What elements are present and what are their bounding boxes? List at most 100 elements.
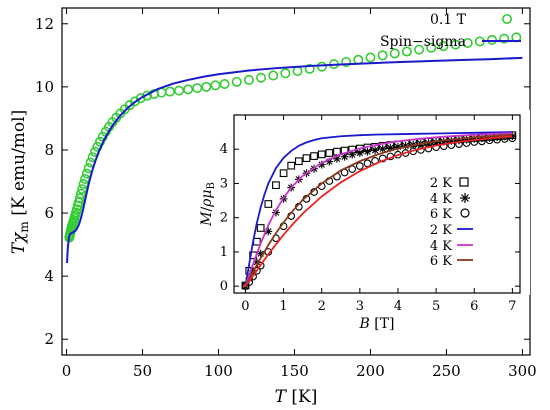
data-point (447, 141, 456, 149)
series-line-5 (243, 133, 513, 288)
data-point (280, 68, 291, 79)
inset-legend-label-4K-data: 4 K (430, 192, 452, 207)
data-point (174, 85, 185, 96)
data-point (365, 52, 376, 63)
x-tick-label: 0 (241, 299, 249, 314)
x-tick-label: 300 (508, 362, 537, 380)
data-point (135, 93, 146, 104)
y-tick-label: 12 (35, 15, 54, 33)
x-tick-label: 1 (279, 299, 287, 314)
x-axis-label: T [K] (275, 387, 318, 407)
data-point (256, 72, 267, 83)
data-point (164, 86, 175, 97)
data-point (340, 152, 349, 161)
x-tick-label: 50 (133, 362, 152, 380)
data-point (325, 149, 334, 157)
legend-marker-0.1T (501, 14, 512, 24)
data-point (426, 42, 437, 53)
data-point (389, 48, 400, 59)
data-point (462, 139, 471, 147)
y-tick-label: 3 (220, 176, 228, 191)
x-tick-label: 150 (280, 362, 309, 380)
inset-plot-area (241, 131, 517, 291)
data-point (499, 33, 510, 44)
data-point (256, 224, 265, 232)
y-tick-label: 4 (44, 267, 54, 285)
inset-legend: 2 K 4 K 6 K 2 K 4 K 6 K (430, 176, 473, 269)
series-line-3 (243, 131, 513, 288)
series-line-6 (243, 135, 513, 288)
data-point (348, 150, 357, 159)
data-point (201, 81, 212, 92)
data-point (377, 50, 388, 61)
y-axis-label: Tχm [K emu/mol] (9, 110, 31, 254)
y-tick-label: 8 (44, 141, 54, 159)
series-line-4 (243, 132, 513, 288)
legend-label-spin-sigma: Spin−sigma (380, 34, 466, 50)
data-point (192, 83, 203, 94)
x-tick-label: 7 (508, 299, 516, 314)
data-point (210, 80, 221, 91)
data-point (378, 154, 387, 163)
y-tick-label: 0 (220, 279, 228, 294)
inset-legend-marker-square (459, 177, 469, 187)
data-point (438, 41, 449, 52)
data-point (378, 144, 387, 153)
data-point (371, 146, 379, 155)
inset-legend-marker-asterisk (460, 193, 470, 203)
data-point (455, 140, 463, 148)
data-point (316, 61, 327, 72)
data-point (302, 154, 311, 162)
legend-label-0.1T: 0.1 T (430, 12, 467, 28)
inset-legend-label-2K-fit: 2 K (430, 223, 452, 238)
data-point (294, 157, 303, 166)
data-point (75, 188, 86, 199)
inset-axis-ticks: 0 1 2 3 4 5 6 7 0 1 2 3 4 (220, 115, 520, 314)
data-point (183, 84, 194, 95)
data-point (279, 169, 288, 178)
x-tick-label: 100 (204, 362, 233, 380)
data-point (363, 147, 372, 156)
data-point (487, 34, 498, 45)
data-point (414, 44, 425, 55)
inset-legend-label-6K-fit: 6 K (430, 254, 452, 269)
y-tick-label: 1 (220, 245, 228, 260)
x-tick-label: 4 (394, 299, 402, 314)
y-tick-label: 4 (220, 142, 228, 157)
data-point (363, 159, 372, 168)
main-legend: 0.1 T Spin−sigma (380, 12, 521, 50)
data-point (74, 193, 85, 204)
data-point (478, 137, 486, 146)
inset-y-axis-label: M/ρμB (199, 182, 217, 227)
data-point (304, 63, 315, 74)
x-tick-label: 250 (432, 362, 461, 380)
x-tick-label: 6 (470, 299, 478, 314)
y-tick-label: 2 (44, 330, 54, 348)
inset-legend-marker-circle (460, 208, 470, 218)
inset-chart: 0 1 2 3 4 5 6 7 0 1 2 3 4 B [T] M/ρμB 2 K 4 K 6 K 2 … (199, 110, 530, 332)
y-tick-label: 2 (220, 211, 228, 226)
data-point (341, 56, 352, 67)
y-tick-label: 10 (35, 78, 54, 96)
data-point (317, 150, 326, 159)
data-point (243, 74, 254, 85)
data-point (77, 184, 88, 195)
x-tick-label: 3 (356, 299, 364, 314)
series-line-1 (66, 56, 523, 263)
inset-legend-label-2K-data: 2 K (430, 176, 452, 191)
data-point (219, 79, 230, 90)
inset-x-axis-label: B [T] (358, 316, 394, 332)
data-point (268, 70, 279, 81)
inset-legend-label-6K-data: 6 K (430, 207, 452, 222)
data-point (355, 149, 364, 157)
data-point (401, 46, 412, 57)
y-tick-label: 6 (44, 204, 54, 222)
data-point (231, 76, 242, 87)
data-point (264, 200, 273, 208)
data-point (439, 142, 448, 150)
data-point (462, 38, 473, 49)
data-point (310, 152, 318, 160)
data-point (432, 143, 440, 152)
inset-legend-label-4K-fit: 4 K (430, 239, 452, 254)
